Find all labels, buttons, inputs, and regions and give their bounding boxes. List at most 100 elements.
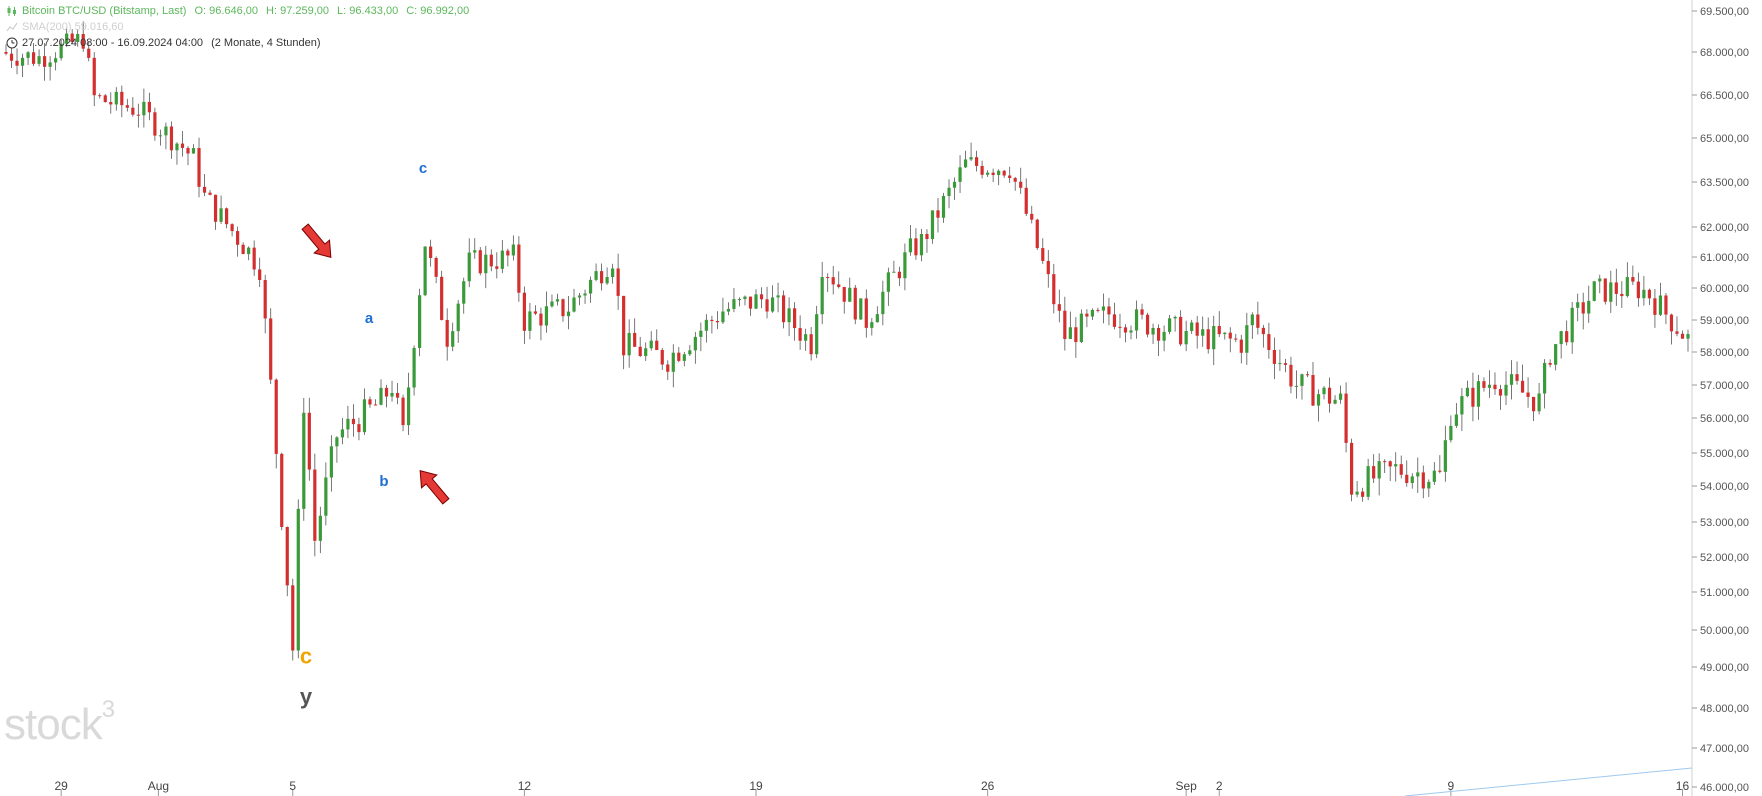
candle-down <box>401 397 405 426</box>
candle-down <box>4 52 8 54</box>
price-tick-label: 54.000,00 <box>1700 481 1749 493</box>
price-tick-label: 51.000,00 <box>1700 587 1749 599</box>
candle-up <box>1184 330 1188 345</box>
candle-down <box>991 172 995 176</box>
candle-up <box>1686 334 1690 339</box>
candle-down <box>351 418 356 425</box>
candle-down <box>1620 293 1624 297</box>
candle-down <box>533 311 538 314</box>
candle-up <box>1338 393 1343 400</box>
candle-down <box>98 95 102 97</box>
candle-up <box>1173 316 1177 319</box>
candle-up <box>754 294 758 309</box>
candle-down <box>1526 392 1530 397</box>
candle-down <box>291 585 295 651</box>
candle-up <box>142 101 146 116</box>
candle-down <box>1035 219 1039 249</box>
candle-up <box>467 252 471 282</box>
candle-up <box>1322 387 1326 395</box>
candle-down <box>384 387 389 397</box>
candle-down <box>445 319 449 347</box>
candle-down <box>208 192 212 195</box>
candle-down <box>1057 304 1061 311</box>
candle-down <box>15 60 19 66</box>
candle-up <box>743 296 747 300</box>
candle-down <box>1195 322 1199 336</box>
candle-down <box>1653 298 1657 315</box>
candle-up <box>1449 425 1453 441</box>
candle-up <box>881 291 885 315</box>
candle-down <box>1228 332 1232 339</box>
candle-down <box>1283 363 1288 365</box>
candle-down <box>202 186 207 193</box>
candle-down <box>368 399 372 405</box>
candle-down <box>81 34 85 49</box>
arrow-up-left-icon <box>419 470 450 505</box>
candle-up <box>1250 314 1254 326</box>
candle-layer <box>4 21 1690 661</box>
candle-down <box>1531 396 1536 412</box>
candle-up <box>859 298 863 320</box>
candle-down <box>517 244 521 293</box>
candle-up <box>903 252 907 279</box>
candle-down <box>120 91 124 106</box>
candle-up <box>704 319 708 331</box>
candle-up <box>1333 399 1337 404</box>
candle-up <box>219 208 223 222</box>
candle-down <box>1261 327 1265 335</box>
time-tick-label: Sep <box>1175 779 1197 793</box>
candle-down <box>1565 331 1569 343</box>
candle-down <box>633 332 637 347</box>
wave-label-c: c <box>419 160 427 177</box>
candle-up <box>379 387 383 405</box>
candle-up <box>329 446 333 478</box>
legend-instrument-name[interactable]: Bitcoin BTC/USD (Bitstamp, Last) <box>22 5 187 17</box>
candle-down <box>1327 387 1332 404</box>
price-tick-label: 46.000,00 <box>1700 782 1749 794</box>
price-tick-label: 47.000,00 <box>1700 743 1749 755</box>
candle-up <box>1487 384 1492 388</box>
candle-up <box>930 210 935 240</box>
candle-down <box>1305 374 1310 376</box>
candle-down <box>1631 277 1635 282</box>
candle-down <box>1179 316 1183 345</box>
candle-down <box>1041 248 1045 261</box>
candle-down <box>1680 333 1685 339</box>
time-tick-label: 12 <box>518 779 532 793</box>
legend-sma-row[interactable]: SMA(200) 59.016,60 <box>6 19 469 35</box>
candle-down <box>70 33 74 42</box>
candle-up <box>114 91 118 105</box>
candle-down <box>798 328 802 341</box>
candle-up <box>175 143 179 151</box>
candle-down <box>666 364 670 372</box>
candle-up <box>963 159 968 168</box>
candle-down <box>31 52 36 64</box>
candle-up <box>1625 277 1629 297</box>
candle-down <box>1405 474 1409 483</box>
candle-down <box>1421 472 1425 489</box>
candle-down <box>765 299 769 312</box>
candle-up <box>1151 327 1155 335</box>
candle-down <box>1581 302 1585 314</box>
candle-up <box>1465 387 1470 397</box>
legend-range-note: (2 Monate, 4 Stunden) <box>211 37 321 49</box>
candle-down <box>837 284 841 288</box>
candle-down <box>241 244 245 255</box>
candle-up <box>1355 491 1359 495</box>
candle-down <box>258 269 262 281</box>
candle-down <box>1669 314 1674 332</box>
price-tick-label: 48.000,00 <box>1700 703 1749 715</box>
candle-down <box>1140 309 1144 315</box>
candle-down <box>153 112 157 136</box>
candle-up <box>164 126 168 136</box>
candle-up <box>324 477 328 516</box>
candle-down <box>1636 281 1640 299</box>
candle-up <box>886 272 890 292</box>
candle-up <box>191 148 196 154</box>
candle-down <box>169 126 174 151</box>
candle-up <box>528 311 532 331</box>
candle-down <box>1096 309 1100 311</box>
candle-up <box>1554 344 1558 365</box>
price-tick-label: 53.000,00 <box>1700 517 1749 529</box>
